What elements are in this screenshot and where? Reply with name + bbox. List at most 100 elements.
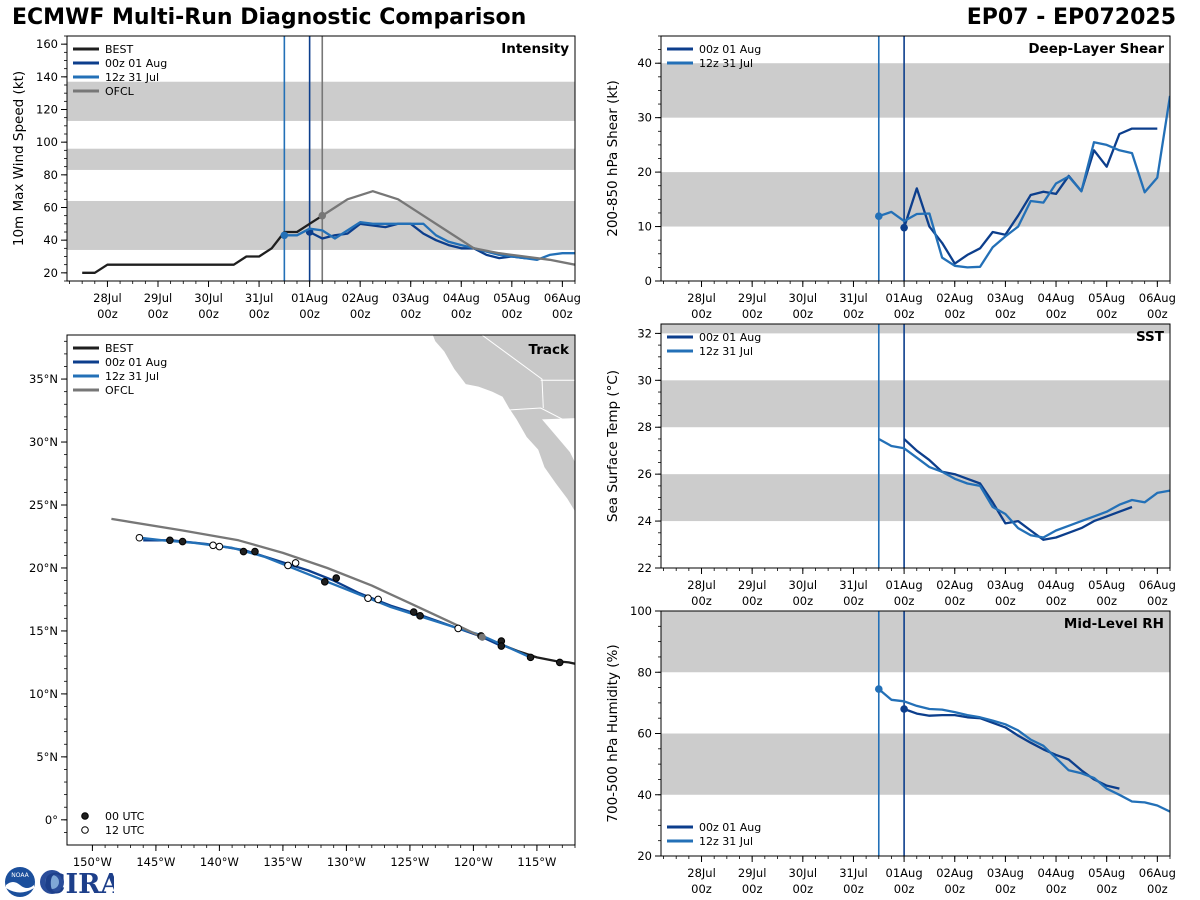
- y-tick-label: 80: [43, 168, 58, 182]
- track-marker-12utc: [284, 561, 292, 570]
- x-tick-label-hour: 00z: [944, 594, 965, 608]
- y-tick-label: 40: [43, 233, 58, 247]
- track-line-00z-01-aug: [143, 539, 502, 648]
- legend-label-12z-31-jul: 12z 31 Jul: [699, 835, 753, 848]
- x-tick-label-date: 06Aug: [1139, 291, 1176, 305]
- x-tick-label-hour: 00z: [995, 594, 1016, 608]
- track-marker-00utc: [166, 536, 174, 545]
- track-marker-12utc: [374, 595, 382, 604]
- track-marker-00utc: [555, 658, 564, 667]
- x-tick-label-date: 06Aug: [544, 291, 581, 305]
- x-tick-label-date: 05Aug: [1088, 291, 1125, 305]
- y-tick-label: 0: [645, 274, 652, 288]
- x-tick-label-date: 31Jul: [839, 578, 868, 592]
- track-line-12z-31-jul: [139, 536, 531, 659]
- panel-title: Mid-Level RH: [1064, 616, 1164, 632]
- x-tick-label-date: 02Aug: [936, 578, 973, 592]
- threshold-band: [661, 733, 1170, 795]
- legend-label-12z-31-jul: 12z 31 Jul: [105, 71, 159, 84]
- legend-label-00z-01-aug: 00z 01 Aug: [105, 356, 167, 369]
- track-marker-12utc: [454, 624, 462, 633]
- y-tick-label: 15°N: [29, 624, 58, 638]
- x-tick-label-date: 06Aug: [1139, 578, 1176, 592]
- track-marker-00utc: [239, 547, 248, 556]
- x-tick-label-hour: 00z: [843, 594, 864, 608]
- x-tick-label-hour: 00z: [742, 307, 763, 321]
- x-tick-label-date: 01Aug: [291, 291, 328, 305]
- x-tick-label-date: 28Jul: [687, 578, 716, 592]
- y-tick-label: 20: [637, 849, 652, 863]
- series-group: [82, 190, 575, 274]
- legend-label-best: BEST: [105, 43, 133, 56]
- series-start-marker: [900, 223, 908, 232]
- x-tick-label-date: 02Aug: [936, 291, 973, 305]
- x-tick-label: 140°W: [200, 855, 239, 869]
- x-tick-label-hour: 00z: [894, 594, 915, 608]
- x-tick-label-hour: 00z: [97, 307, 118, 321]
- x-tick-label: 145°W: [136, 855, 175, 869]
- x-tick-label-hour: 00z: [1046, 594, 1067, 608]
- y-tick-label: 5°N: [36, 750, 58, 764]
- y-tick-label: 35°N: [29, 372, 58, 386]
- x-tick-label-hour: 00z: [249, 307, 270, 321]
- track-marker-12utc: [291, 559, 300, 567]
- x-tick-label-date: 03Aug: [392, 291, 429, 305]
- x-tick-label-hour: 00z: [198, 307, 219, 321]
- series-group: [878, 437, 1170, 541]
- x-tick-label-date: 05Aug: [493, 291, 530, 305]
- x-tick-label: 150°W: [73, 855, 112, 869]
- x-tick-label-hour: 00z: [944, 307, 965, 321]
- track-marker-12utc: [209, 541, 217, 550]
- threshold-band: [661, 324, 1170, 334]
- x-tick-label-hour: 00z: [299, 307, 320, 321]
- y-tick-label: 160: [36, 37, 58, 51]
- x-tick-label-hour: 00z: [1046, 307, 1067, 321]
- sst-panel: 22 24 26 28 30 32 28Jul 00z 29Jul 00z 30Jul 00z 31Ju…: [605, 323, 1176, 608]
- series-start-marker: [318, 211, 327, 220]
- legend-marker-00utc: [81, 812, 89, 820]
- x-tick-label-date: 01Aug: [886, 866, 923, 880]
- x-tick-label: 115°W: [517, 855, 556, 869]
- series-start-marker: [900, 705, 908, 713]
- map-frame: [66, 334, 576, 846]
- y-axis-label: 10m Max Wind Speed (kt): [11, 71, 27, 246]
- y-tick-label: 80: [637, 665, 652, 679]
- panel-title: Deep-Layer Shear: [1028, 41, 1164, 57]
- x-tick-label-date: 30Jul: [789, 866, 818, 880]
- x-tick-label: 130°W: [327, 855, 366, 869]
- x-tick-label-date: 01Aug: [886, 578, 923, 592]
- track-line-best: [498, 642, 575, 665]
- y-tick-label: 22: [637, 561, 652, 575]
- x-tick-label-hour: 00z: [400, 307, 421, 321]
- legend-marker-label: 00 UTC: [105, 810, 145, 823]
- legend-label-ofcl: OFCL: [105, 384, 135, 397]
- legend-label-12z-31-jul: 12z 31 Jul: [105, 370, 159, 383]
- series-start-marker: [874, 685, 883, 693]
- noaa-seal-text: NOAA: [11, 872, 29, 879]
- figure-title: ECMWF Multi-Run Diagnostic Comparison: [12, 5, 527, 30]
- series-line-00z-01-aug: [903, 707, 1120, 790]
- x-tick-label-date: 04Aug: [1037, 866, 1074, 880]
- x-tick-label-date: 31Jul: [839, 866, 868, 880]
- political-border: [472, 335, 544, 409]
- x-tick-label-date: 01Aug: [886, 291, 923, 305]
- legend-label-best: BEST: [105, 342, 133, 355]
- x-tick-label-hour: 00z: [742, 882, 763, 896]
- track-marker-00utc: [321, 578, 329, 586]
- track-line-ofcl: [111, 517, 483, 639]
- rh-panel: 20 40 60 80 100 28Jul 00z 29Jul 00z 30Jul 00z 31Jul…: [605, 604, 1176, 896]
- threshold-band: [661, 380, 1170, 428]
- x-tick-label-date: 29Jul: [144, 291, 173, 305]
- x-tick-label-date: 06Aug: [1139, 866, 1176, 880]
- series-group: [874, 95, 1170, 269]
- x-tick-label-hour: 00z: [792, 594, 813, 608]
- x-tick-label-hour: 00z: [944, 882, 965, 896]
- x-tick-label-date: 29Jul: [738, 291, 767, 305]
- legend-marker-12utc: [81, 826, 89, 834]
- y-axis-label: 700-500 hPa Humidity (%): [605, 644, 621, 822]
- threshold-band: [661, 474, 1170, 522]
- track-marker-12utc: [364, 594, 372, 602]
- x-tick-label-date: 04Aug: [443, 291, 480, 305]
- x-tick-label-date: 04Aug: [1037, 578, 1074, 592]
